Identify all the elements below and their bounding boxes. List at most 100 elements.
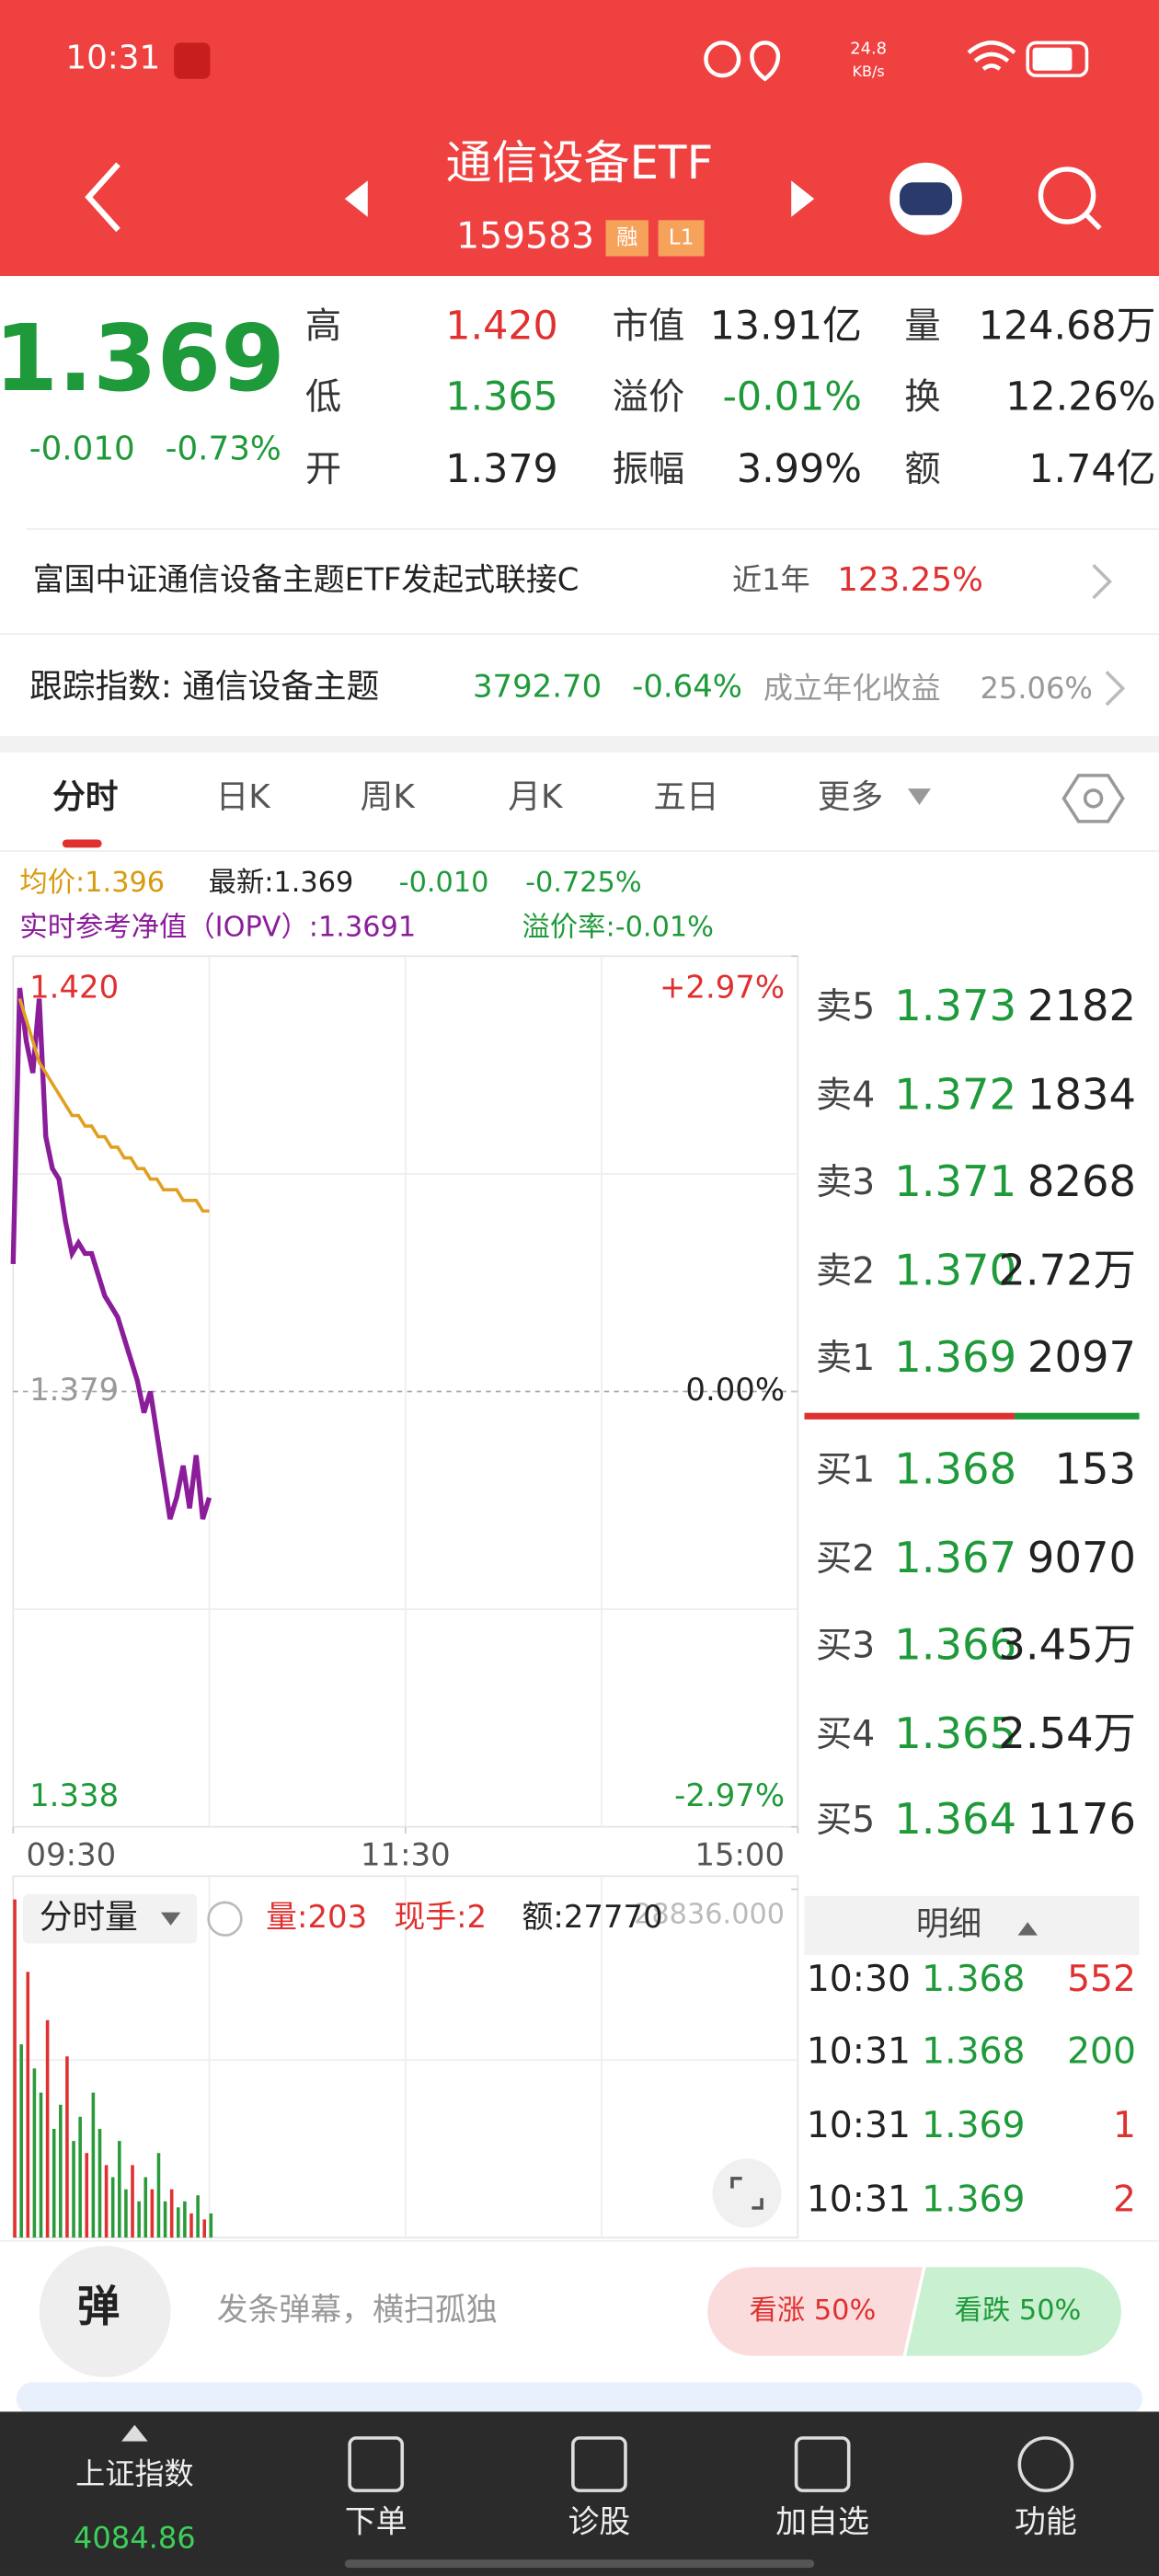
volume-bar	[72, 2141, 75, 2238]
book-label: 买4	[816, 1714, 875, 1755]
volume-bar	[110, 2177, 115, 2238]
fund-link-name[interactable]: 富国中证通信设备主题ETF发起式联接C	[33, 562, 580, 598]
chart-tab[interactable]: 分时	[52, 778, 118, 816]
nav-icon	[1017, 2436, 1074, 2492]
home-indicator	[344, 2559, 815, 2569]
volume-bar	[177, 2207, 180, 2238]
settings-button[interactable]	[1061, 774, 1125, 823]
volume-bar	[32, 2068, 37, 2238]
help-icon	[207, 1901, 243, 1937]
x-tick-label: 09:30	[27, 1836, 117, 1872]
book-volume: 2.72万	[998, 1245, 1136, 1294]
detail-volume: 552	[1067, 1959, 1136, 2000]
chart-tab[interactable]: 周K	[361, 778, 417, 816]
volume-bar	[131, 2165, 134, 2238]
bear-button[interactable]	[906, 2267, 1121, 2356]
book-label: 买5	[816, 1800, 875, 1841]
next-button[interactable]	[791, 180, 815, 217]
search-handle	[1084, 213, 1102, 231]
fund-link-period: 近1年	[732, 562, 810, 597]
nav-item[interactable]: 功能	[1015, 2503, 1077, 2539]
book-volume: 1176	[1027, 1794, 1136, 1844]
detail-volume: 2	[1113, 2179, 1136, 2220]
book-volume: 8268	[1027, 1156, 1136, 1206]
net-speed: 24.8	[850, 40, 887, 59]
fullscreen-button[interactable]	[712, 2158, 782, 2228]
stat-value: -0.01%	[722, 374, 861, 420]
nav-icon	[348, 2436, 405, 2492]
y2-tick-label: -2.97%	[674, 1777, 785, 1813]
tab-indicator	[62, 839, 102, 848]
net-unit: KB/s	[852, 63, 884, 80]
back-button[interactable]	[85, 162, 120, 233]
book-volume: 2097	[1027, 1332, 1136, 1382]
book-volume: 153	[1054, 1443, 1136, 1493]
price-line	[17, 998, 210, 1213]
last-price: 1.369	[0, 305, 285, 412]
detail-arrow	[1017, 1922, 1038, 1936]
chart-tab[interactable]: 五日	[653, 778, 718, 816]
detail-time: 10:30	[807, 1959, 911, 2000]
nav-index-value: 4084.86	[74, 2521, 196, 2556]
detail-price: 1.368	[922, 2031, 1025, 2073]
volume-bar	[196, 2195, 200, 2238]
book-divider-green	[1014, 1412, 1140, 1420]
index-change: -0.64%	[632, 669, 742, 705]
settings-center	[1083, 788, 1104, 809]
robot-face	[900, 182, 953, 215]
book-price: 1.368	[894, 1443, 1016, 1493]
badge	[605, 220, 648, 257]
volume-bar	[183, 2201, 187, 2238]
stat-label: 溢价	[613, 376, 685, 418]
detail-header[interactable]	[804, 1895, 1140, 1955]
volume-selector[interactable]	[22, 1893, 198, 1944]
y2-tick-label: 0.00%	[685, 1372, 785, 1408]
detail-volume: 200	[1067, 2031, 1136, 2073]
search-button[interactable]	[1038, 167, 1096, 224]
prev-button[interactable]	[344, 180, 368, 217]
book-label: 卖5	[816, 986, 875, 1028]
book-divider-red	[804, 1412, 1015, 1420]
badge	[658, 220, 705, 257]
avg-price: 均价:1.396	[19, 867, 165, 899]
bull-label: 看涨 50%	[750, 2294, 877, 2327]
latest-price: 最新:1.369	[209, 867, 354, 899]
volume-bar	[118, 2141, 121, 2238]
detail-price: 1.369	[922, 2179, 1025, 2220]
stat-value: 124.68万	[979, 304, 1156, 350]
danmu-button-text: 弹	[77, 2282, 120, 2331]
book-price: 1.373	[894, 981, 1016, 1030]
nav-index-name[interactable]: 上证指数	[75, 2456, 193, 2491]
chevron	[1105, 671, 1126, 707]
nav-item[interactable]: 诊股	[568, 2503, 631, 2539]
volume-bar	[202, 2219, 207, 2238]
battery	[1026, 40, 1089, 77]
stat-value: 3.99%	[737, 446, 862, 492]
book-volume: 2182	[1027, 981, 1136, 1030]
danmu-button[interactable]	[39, 2246, 171, 2377]
book-price: 1.370	[894, 1245, 1016, 1294]
annual-return: 25.06%	[980, 671, 1092, 706]
status-icons	[704, 40, 781, 82]
index-arrow	[121, 2424, 148, 2442]
fullscreen-icon	[730, 2177, 763, 2210]
bull-button[interactable]	[707, 2267, 924, 2356]
volume-annotation: 额:27770	[522, 1899, 663, 1935]
book-price: 1.365	[894, 1708, 1016, 1758]
price-change: -0.010	[29, 430, 135, 467]
danmu-input[interactable]: 发条弹幕，横扫孤独	[217, 2292, 498, 2328]
price-change-pct: -0.73%	[166, 430, 281, 467]
book-price: 1.371	[894, 1156, 1016, 1206]
index-label[interactable]: 跟踪指数: 通信设备主题	[29, 668, 379, 706]
chart-tab[interactable]: 月K	[508, 778, 564, 816]
chart-tab[interactable]: 更多	[818, 778, 883, 816]
nav-item[interactable]: 加自选	[775, 2503, 869, 2539]
volume-bar	[189, 2213, 193, 2238]
chart-tab[interactable]: 日K	[216, 778, 272, 816]
stock-code: 159583	[456, 215, 594, 257]
stat-label: 开	[305, 449, 341, 490]
nav-item[interactable]: 下单	[345, 2503, 407, 2539]
banner-edge	[16, 2382, 1143, 2415]
stat-label: 量	[904, 306, 940, 348]
